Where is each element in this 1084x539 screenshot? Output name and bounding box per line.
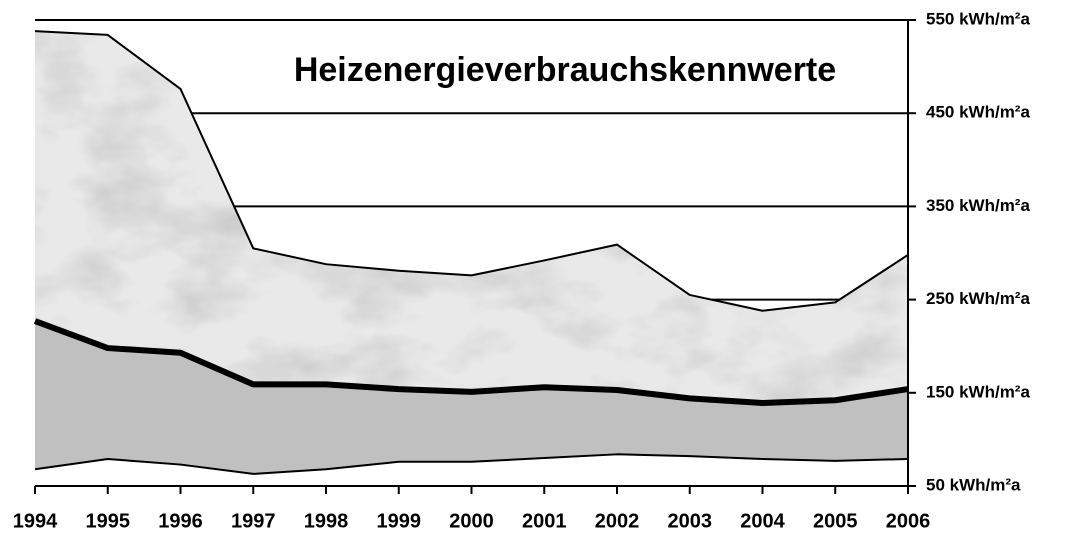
x-tick-label: 1998 [304, 510, 349, 532]
chart: 50 kWh/m²a 150 kWh/m²a 250 kWh/m²a 350 kWh/… [0, 0, 1084, 539]
x-tick-label: 2002 [595, 510, 640, 532]
x-tick-label: 1995 [86, 510, 131, 532]
x-tick-label: 2005 [813, 510, 858, 532]
y-tick-label: 450 kWh/m²a [926, 103, 1030, 122]
x-tick-label: 1996 [158, 510, 203, 532]
x-tick-label: 1994 [13, 510, 58, 532]
x-tick-label: 2000 [449, 510, 494, 532]
y-tick-label: 350 kWh/m²a [926, 196, 1030, 215]
x-tick-label: 1997 [231, 510, 276, 532]
x-tick-label: 2001 [522, 510, 567, 532]
y-tick-label: 150 kWh/m²a [926, 382, 1030, 401]
x-tick-label: 2003 [668, 510, 713, 532]
chart-title: Heizenergieverbrauchskennwerte [294, 51, 836, 89]
y-tick-label: 550 kWh/m²a [926, 9, 1030, 28]
y-tick-label: 50 kWh/m²a [926, 475, 1021, 494]
y-tick-label: 250 kWh/m²a [926, 289, 1030, 308]
x-tick-label: 2004 [740, 510, 785, 532]
x-tick-label: 1999 [377, 510, 422, 532]
x-tick-label: 2006 [886, 510, 931, 532]
